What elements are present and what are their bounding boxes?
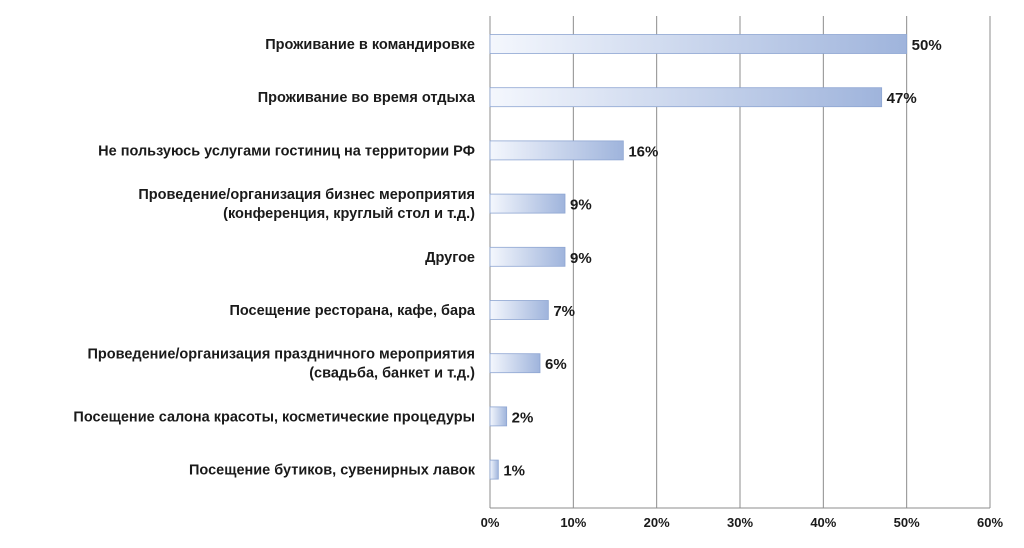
bar [489, 300, 549, 320]
x-tick-label: 60% [977, 515, 1003, 530]
data-label: 2% [512, 409, 534, 426]
data-label: 50% [912, 37, 942, 54]
data-labels: 50% 47% 16% 9% 9% 7% 6% 2% 1% [503, 37, 941, 480]
category-label: Не пользуюсь услугами гостиниц на террит… [98, 143, 475, 159]
data-label: 9% [570, 250, 592, 267]
category-label: Посещение ресторана, кафе, бара [229, 303, 475, 319]
category-label: Проведение/организация бизнес мероприяти… [138, 187, 475, 222]
category-label: Посещение бутиков, сувенирных лавок [189, 463, 476, 479]
bar [489, 246, 566, 267]
bar [489, 193, 566, 214]
category-label: Проживание во время отдыха [258, 90, 476, 106]
x-tick-label: 0% [481, 515, 500, 530]
category-label: Проведение/организация праздничного меро… [87, 347, 475, 382]
x-axis-ticks: 0% 10% 20% 30% 40% 50% 60% [481, 515, 1004, 530]
data-label: 7% [553, 303, 575, 320]
x-tick-label: 30% [727, 515, 753, 530]
bar [489, 459, 499, 480]
data-label: 6% [545, 356, 567, 373]
bar [489, 406, 508, 427]
category-label: Проживание в командировке [265, 37, 475, 53]
bar [489, 87, 883, 108]
x-tick-label: 50% [894, 515, 920, 530]
data-label: 47% [887, 90, 917, 107]
bar [489, 140, 624, 161]
bar [489, 353, 541, 374]
x-tick-label: 40% [810, 515, 836, 530]
bars [489, 34, 908, 480]
bar [489, 34, 908, 54]
category-label: Другое [425, 250, 475, 266]
data-label: 16% [628, 143, 658, 160]
x-tick-label: 10% [560, 515, 586, 530]
category-label: Посещение салона красоты, косметические … [73, 409, 475, 425]
x-tick-label: 20% [644, 515, 670, 530]
data-label: 1% [503, 463, 525, 480]
data-label: 9% [570, 197, 592, 214]
category-labels: Проживание в командировке Проживание во в… [73, 37, 476, 479]
